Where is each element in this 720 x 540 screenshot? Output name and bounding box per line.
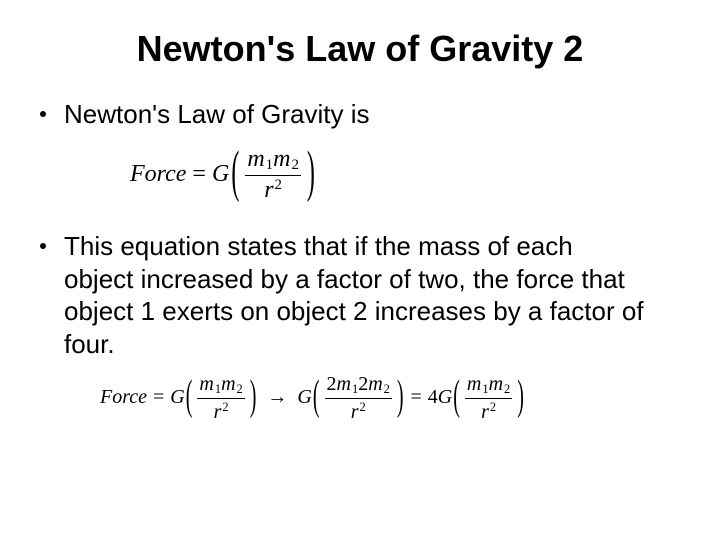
left-paren-icon: ( [185,374,194,422]
formula-1: Force = G ( m1m2 r2 ) [130,145,680,205]
left-paren-icon: ( [452,374,461,422]
formula-2: Force = G ( m1m2 r2 ) → G ( [100,372,680,423]
paren-group: ( m1m2 r2 ) [229,145,317,205]
m2: m [489,373,503,395]
bullet-dot-icon [40,111,46,117]
bullet-1-text: Newton's Law of Gravity is [64,98,370,131]
m1-sub: 1 [481,382,488,396]
m1: m [467,373,481,395]
r-sup: 2 [221,400,228,414]
r: r [481,401,489,423]
r-sup: 2 [274,177,282,193]
right-paren-icon: ) [396,374,405,422]
paren-group-c: ( m1m2 r2 ) [452,372,525,423]
formula2-rhs-const: G [438,386,452,409]
m2: m [368,373,382,395]
m2-sub: 2 [236,382,243,396]
bullet-dot-icon [40,243,46,249]
right-paren-icon: ) [249,374,258,422]
m1: m [337,373,351,395]
formula2-const: G [170,386,184,409]
r: r [264,177,273,203]
m1-sub: 1 [214,382,221,396]
formula2-mid-const: G [297,386,311,409]
coef2: 2 [358,373,368,395]
formula2-rhs-coef: 4 [428,386,438,409]
equals-sign: = [405,386,428,409]
paren-group-b: ( 2m12m2 r2 ) [312,372,405,423]
paren-group-a: ( m1m2 r2 ) [185,372,258,423]
m2: m [221,373,235,395]
right-paren-icon: ) [516,374,525,422]
m1: m [199,373,213,395]
m2-sub: 2 [383,382,390,396]
r-sup: 2 [358,400,365,414]
arrow-icon: → [257,386,297,409]
m2-sub: 2 [290,157,298,173]
m2: m [273,146,290,172]
m2-sub: 2 [503,382,510,396]
m1: m [247,146,264,172]
coef1: 2 [327,373,337,395]
slide-title: Newton's Law of Gravity 2 [40,28,680,70]
bullet-2-text: This equation states that if the mass of… [64,230,644,360]
bullet-2: This equation states that if the mass of… [40,230,680,360]
equals-sign: = [147,386,170,409]
bullet-1: Newton's Law of Gravity is [40,98,680,131]
left-paren-icon: ( [229,142,241,207]
right-paren-icon: ) [305,142,317,207]
formula2-lhs: Force [100,386,147,409]
fraction: m1m2 r2 [241,145,305,205]
equals-sign: = [186,161,212,188]
left-paren-icon: ( [312,374,321,422]
fraction-c: m1m2 r2 [461,372,516,423]
fraction-b: 2m12m2 r2 [321,372,396,423]
r-sup: 2 [489,400,496,414]
formula1-lhs: Force [130,161,186,188]
slide: Newton's Law of Gravity 2 Newton's Law o… [0,0,720,540]
fraction-a: m1m2 r2 [193,372,248,423]
formula1-const: G [212,161,229,188]
m1-sub: 1 [265,157,273,173]
